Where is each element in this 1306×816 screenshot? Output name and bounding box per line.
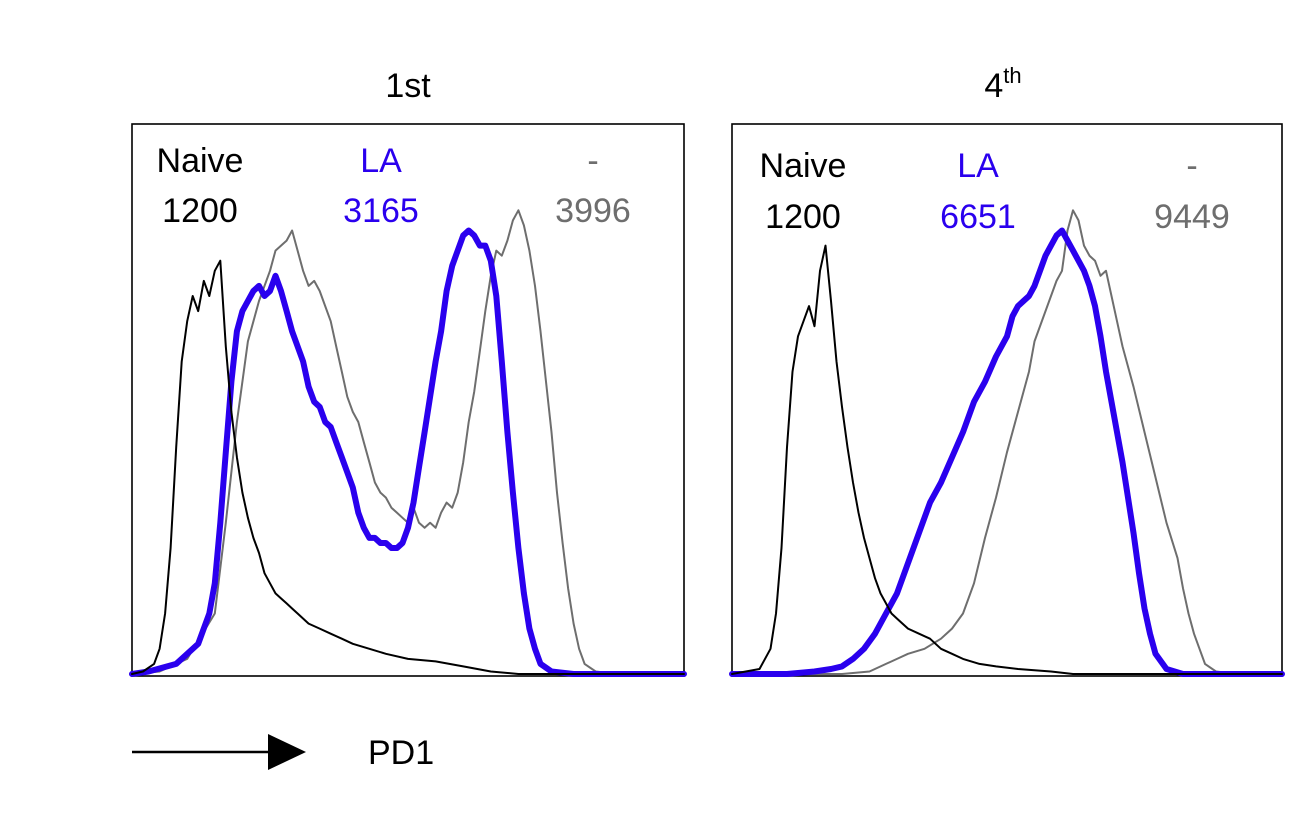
panel-1-legend-neg-value: 3996 <box>555 192 631 230</box>
panel-1-title: 1st <box>385 67 431 105</box>
panel-2-negative-histogram <box>731 209 1283 675</box>
panel-2-frame <box>731 123 1283 677</box>
panel-1-naive-histogram <box>131 259 685 675</box>
panel-2-title: 4th <box>984 63 1021 105</box>
panel-2-plot-area <box>729 209 1285 677</box>
panel-1-legend-la-name: LA <box>360 142 402 180</box>
panel-2-legend-neg-name: - <box>1186 147 1197 185</box>
panel-1-la-histogram <box>129 227 687 677</box>
panel-2: 4th Naive 1200 LA 6651 - 9449 <box>729 63 1285 677</box>
axis-arrow-head <box>268 734 306 770</box>
panel-1-legend-neg-name: - <box>587 142 598 180</box>
panel-2-legend-la-value: 6651 <box>940 198 1016 236</box>
panel-2-legend-naive-value: 1200 <box>765 198 841 236</box>
panel-2-legend-naive-name: Naive <box>760 147 847 185</box>
panel-1-legend-naive-value: 1200 <box>162 192 238 230</box>
panel-1-legend-naive-name: Naive <box>157 142 244 180</box>
axis-label: PD1 <box>368 734 434 772</box>
panel-2-la-histogram <box>729 227 1285 677</box>
panel-1-negative-histogram <box>131 209 685 675</box>
panel-2-legend-neg-value: 9449 <box>1154 198 1230 236</box>
panel-1: 1st Naive 1200 LA 3165 - 3996 <box>129 67 687 677</box>
panel-1-frame <box>131 123 685 677</box>
panel-1-plot-area <box>129 209 687 677</box>
axis-arrow <box>132 734 306 770</box>
panel-2-naive-histogram <box>731 244 1283 675</box>
panel-1-legend-la-value: 3165 <box>343 192 419 230</box>
panel-2-legend-la-name: LA <box>957 147 999 185</box>
